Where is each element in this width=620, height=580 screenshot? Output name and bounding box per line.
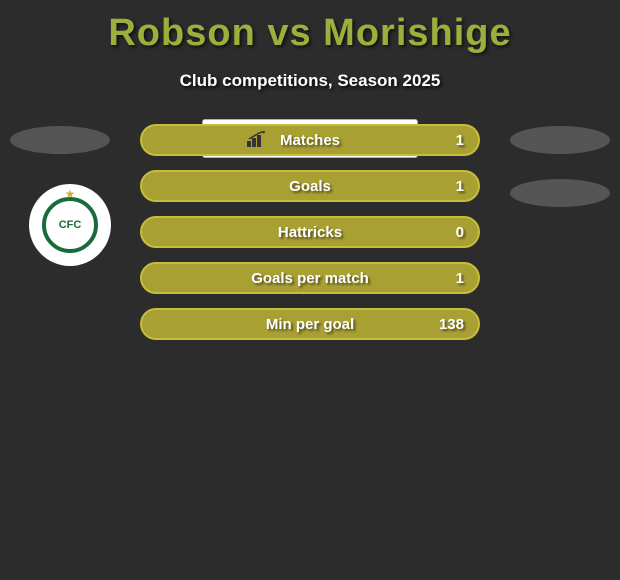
player-photo-left bbox=[10, 126, 110, 154]
stat-label: Goals bbox=[289, 178, 331, 195]
club-badge-inner: ★ CFC bbox=[42, 197, 98, 253]
stat-label: Goals per match bbox=[251, 270, 369, 287]
stat-value: 1 bbox=[456, 270, 464, 287]
stat-value: 0 bbox=[456, 224, 464, 241]
stats-list: Matches 1 Goals 1 Hattricks 0 Goals per … bbox=[140, 124, 480, 354]
stat-row-hattricks: Hattricks 0 bbox=[140, 216, 480, 248]
stat-value: 1 bbox=[456, 178, 464, 195]
stat-label: Matches bbox=[280, 132, 340, 149]
stat-label: Hattricks bbox=[278, 224, 342, 241]
stat-label: Min per goal bbox=[266, 316, 354, 333]
player-photo-right-1 bbox=[510, 126, 610, 154]
club-badge: ★ CFC bbox=[29, 184, 111, 266]
stat-row-min-per-goal: Min per goal 138 bbox=[140, 308, 480, 340]
subtitle: Club competitions, Season 2025 bbox=[0, 71, 620, 91]
club-badge-text: CFC bbox=[59, 220, 82, 231]
stat-row-goals-per-match: Goals per match 1 bbox=[140, 262, 480, 294]
player-photo-right-2 bbox=[510, 179, 610, 207]
stat-row-matches: Matches 1 bbox=[140, 124, 480, 156]
chart-icon bbox=[247, 131, 269, 147]
page-title: Robson vs Morishige bbox=[0, 0, 620, 55]
stat-value: 138 bbox=[439, 316, 464, 333]
stat-row-goals: Goals 1 bbox=[140, 170, 480, 202]
club-star-icon: ★ bbox=[65, 187, 76, 201]
stat-value: 1 bbox=[456, 132, 464, 149]
